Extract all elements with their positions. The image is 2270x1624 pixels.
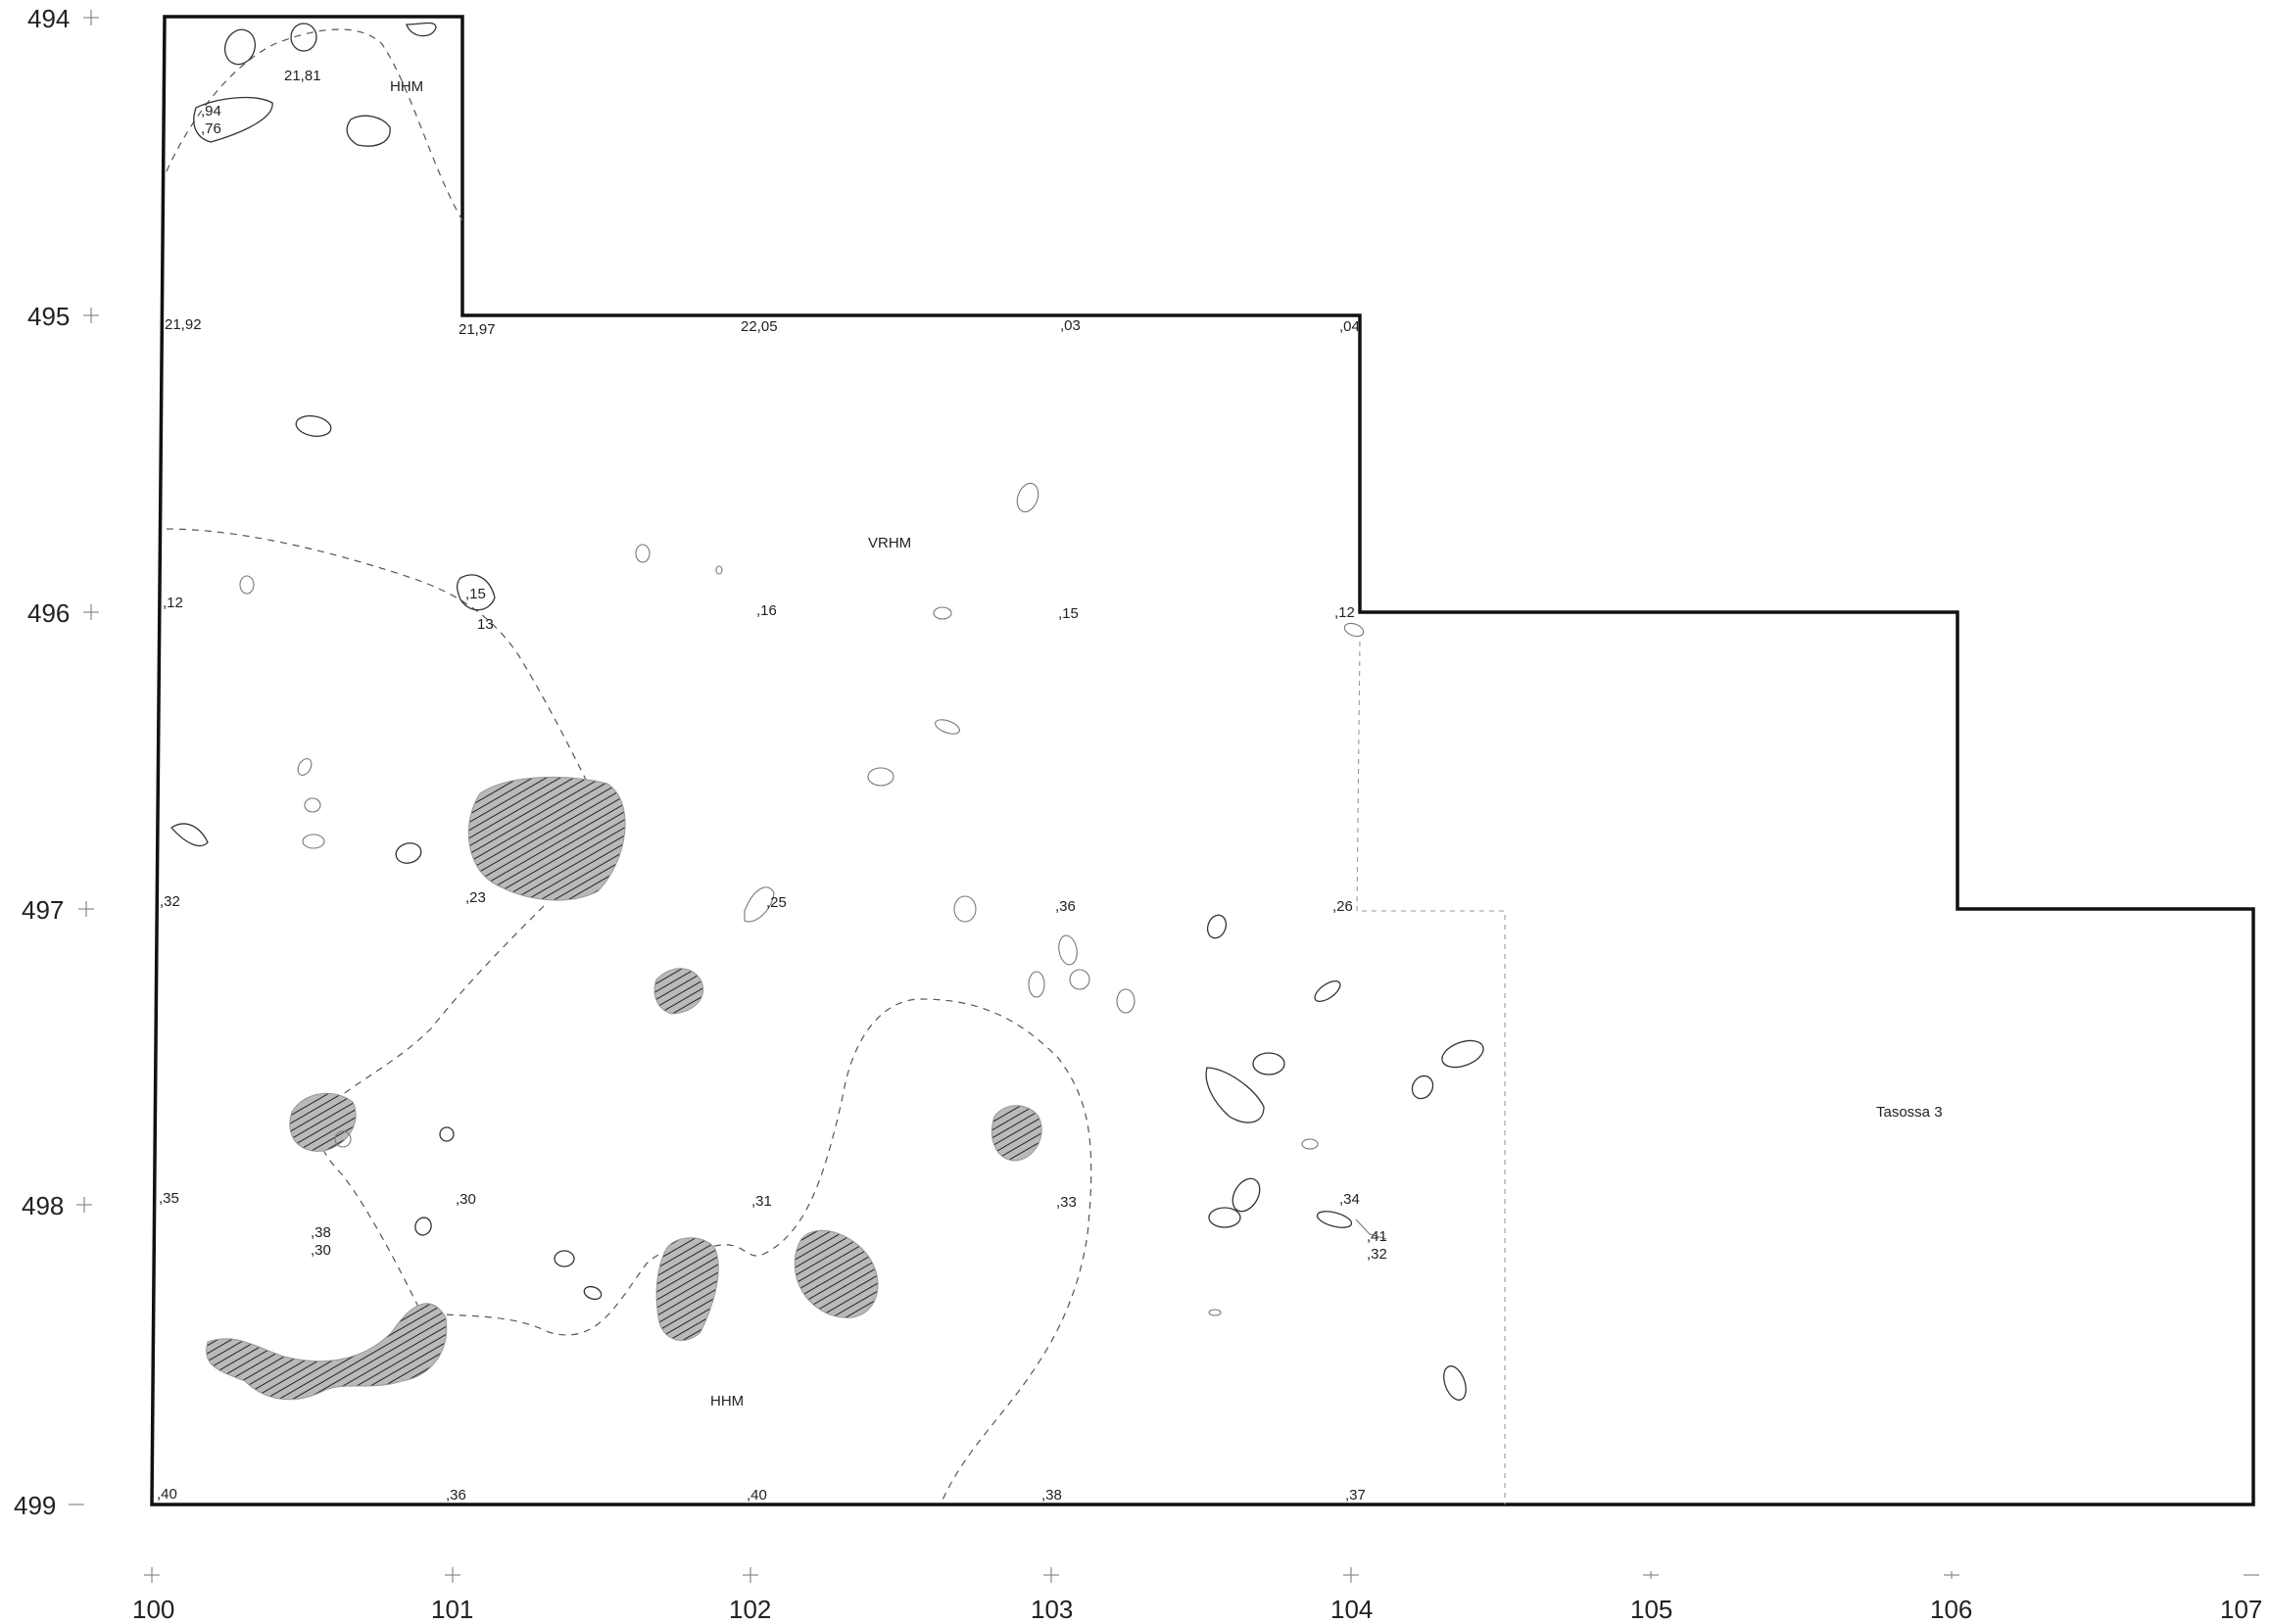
y-label-495: 495 [27,302,70,331]
feature-left-mid [289,1092,357,1152]
elev-36-mid: ,36 [1055,898,1076,915]
elev-30-mid: ,30 [456,1191,476,1208]
x-axis: 100 101 102 103 104 105 106 107 [132,1567,2262,1624]
zone-hhm-top: HHM [390,78,423,95]
elev-37: ,37 [1345,1487,1366,1504]
elev-38-left: ,38 [311,1224,331,1241]
elev-12-right: ,12 [1334,604,1355,621]
elev-16: ,16 [756,602,777,619]
y-label-497: 497 [22,895,64,925]
elev-15-b: ,15 [1058,605,1079,622]
x-label-103: 103 [1031,1595,1073,1624]
feature-small-center [653,968,704,1015]
elev-03: ,03 [1060,317,1081,334]
elev-30-left: ,30 [311,1242,331,1259]
y-label-499: 499 [14,1491,56,1520]
elev-13: 13 [477,616,494,633]
elevation-labels: 21,81 ,94 ,76 21,92 21,97 22,05 ,03 ,04 … [157,68,1387,1504]
boundary-hhm [420,998,1092,1505]
elev-33: ,33 [1056,1194,1077,1211]
elev-76: ,76 [201,120,221,137]
elev-38-bottom: ,38 [1041,1487,1062,1504]
elev-32-left: ,32 [160,893,180,910]
zone-tasossa-3: Tasossa 3 [1876,1104,1943,1121]
feature-center-right [794,1229,879,1318]
y-label-496: 496 [27,598,70,628]
trench-outline [150,15,2255,1506]
elev-22-05: 22,05 [741,318,778,335]
feature-lower-left [206,1303,448,1401]
elev-23: ,23 [465,889,486,906]
x-label-107: 107 [2220,1595,2262,1624]
elev-32-right: ,32 [1367,1246,1387,1263]
y-label-498: 498 [22,1191,64,1220]
elev-21-81: 21,81 [284,68,321,84]
feature-dark-right [990,1105,1042,1162]
stones [170,22,1484,1401]
feature-elongated-center [655,1237,719,1341]
zone-labels: HHM VRHM HHM Tasossa 3 [390,78,1943,1409]
elev-12-left: ,12 [163,595,183,611]
elev-35: ,35 [159,1190,179,1207]
feature-large [467,776,626,901]
x-label-101: 101 [431,1595,473,1624]
hatched-features [206,776,1042,1401]
x-label-102: 102 [729,1595,771,1624]
elev-21-92: 21,92 [165,316,202,333]
elev-04: ,04 [1339,318,1360,335]
elev-40-left: ,40 [157,1486,177,1503]
elev-31: ,31 [751,1193,772,1210]
x-label-100: 100 [132,1595,174,1624]
y-label-494: 494 [27,4,70,33]
elev-40-mid: ,40 [747,1487,767,1504]
boundary-upper-arc [166,528,589,785]
x-label-104: 104 [1330,1595,1373,1624]
elev-26: ,26 [1332,898,1353,915]
boundary-top [166,28,463,221]
zone-hhm-bottom: HHM [710,1393,744,1409]
y-axis: 494 495 496 497 498 499 [14,4,99,1520]
zone-vrhm: VRHM [868,535,911,551]
elev-36-bottom: ,36 [446,1487,466,1504]
elev-21-97: 21,97 [459,321,496,338]
boundary-right-vertical [1356,641,1506,1505]
elev-94: ,94 [201,103,221,119]
elev-15-a: ,15 [465,586,486,602]
x-label-106: 106 [1930,1595,1972,1624]
x-label-105: 105 [1630,1595,1672,1624]
elev-25: ,25 [766,894,787,911]
elev-41: ,41 [1367,1228,1387,1245]
elev-34: ,34 [1339,1191,1360,1208]
